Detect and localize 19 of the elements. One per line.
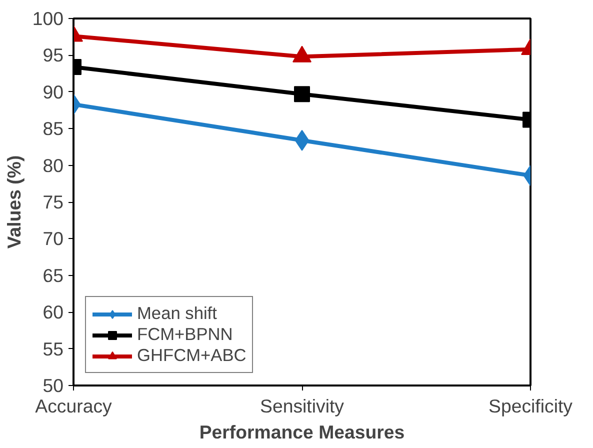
y-tick-label: 60 bbox=[42, 302, 64, 323]
x-axis-title: Performance Measures bbox=[199, 422, 405, 442]
y-tick-label: 95 bbox=[42, 44, 64, 66]
y-tick-label: 80 bbox=[42, 154, 64, 176]
y-tick-label: 100 bbox=[32, 8, 64, 29]
x-tick-label: Specificity bbox=[488, 396, 574, 416]
y-axis-title: Values (%) bbox=[3, 155, 24, 249]
x-tick-label: Accuracy bbox=[35, 396, 113, 416]
x-tick-label: Sensitivity bbox=[260, 396, 345, 416]
y-tick-label: 75 bbox=[42, 192, 64, 212]
y-tick-label: 85 bbox=[42, 118, 64, 140]
legend-label: Mean shift bbox=[137, 303, 217, 324]
legend-label: GHFCM+ABC bbox=[137, 345, 246, 366]
y-tick-label: 70 bbox=[42, 228, 64, 250]
legend-label: FCM+BPNN bbox=[137, 324, 233, 345]
y-tick-label: 65 bbox=[42, 264, 64, 286]
y-tick-label: 90 bbox=[42, 81, 64, 102]
y-tick-label: 55 bbox=[42, 338, 64, 360]
y-tick-label: 50 bbox=[42, 375, 64, 396]
